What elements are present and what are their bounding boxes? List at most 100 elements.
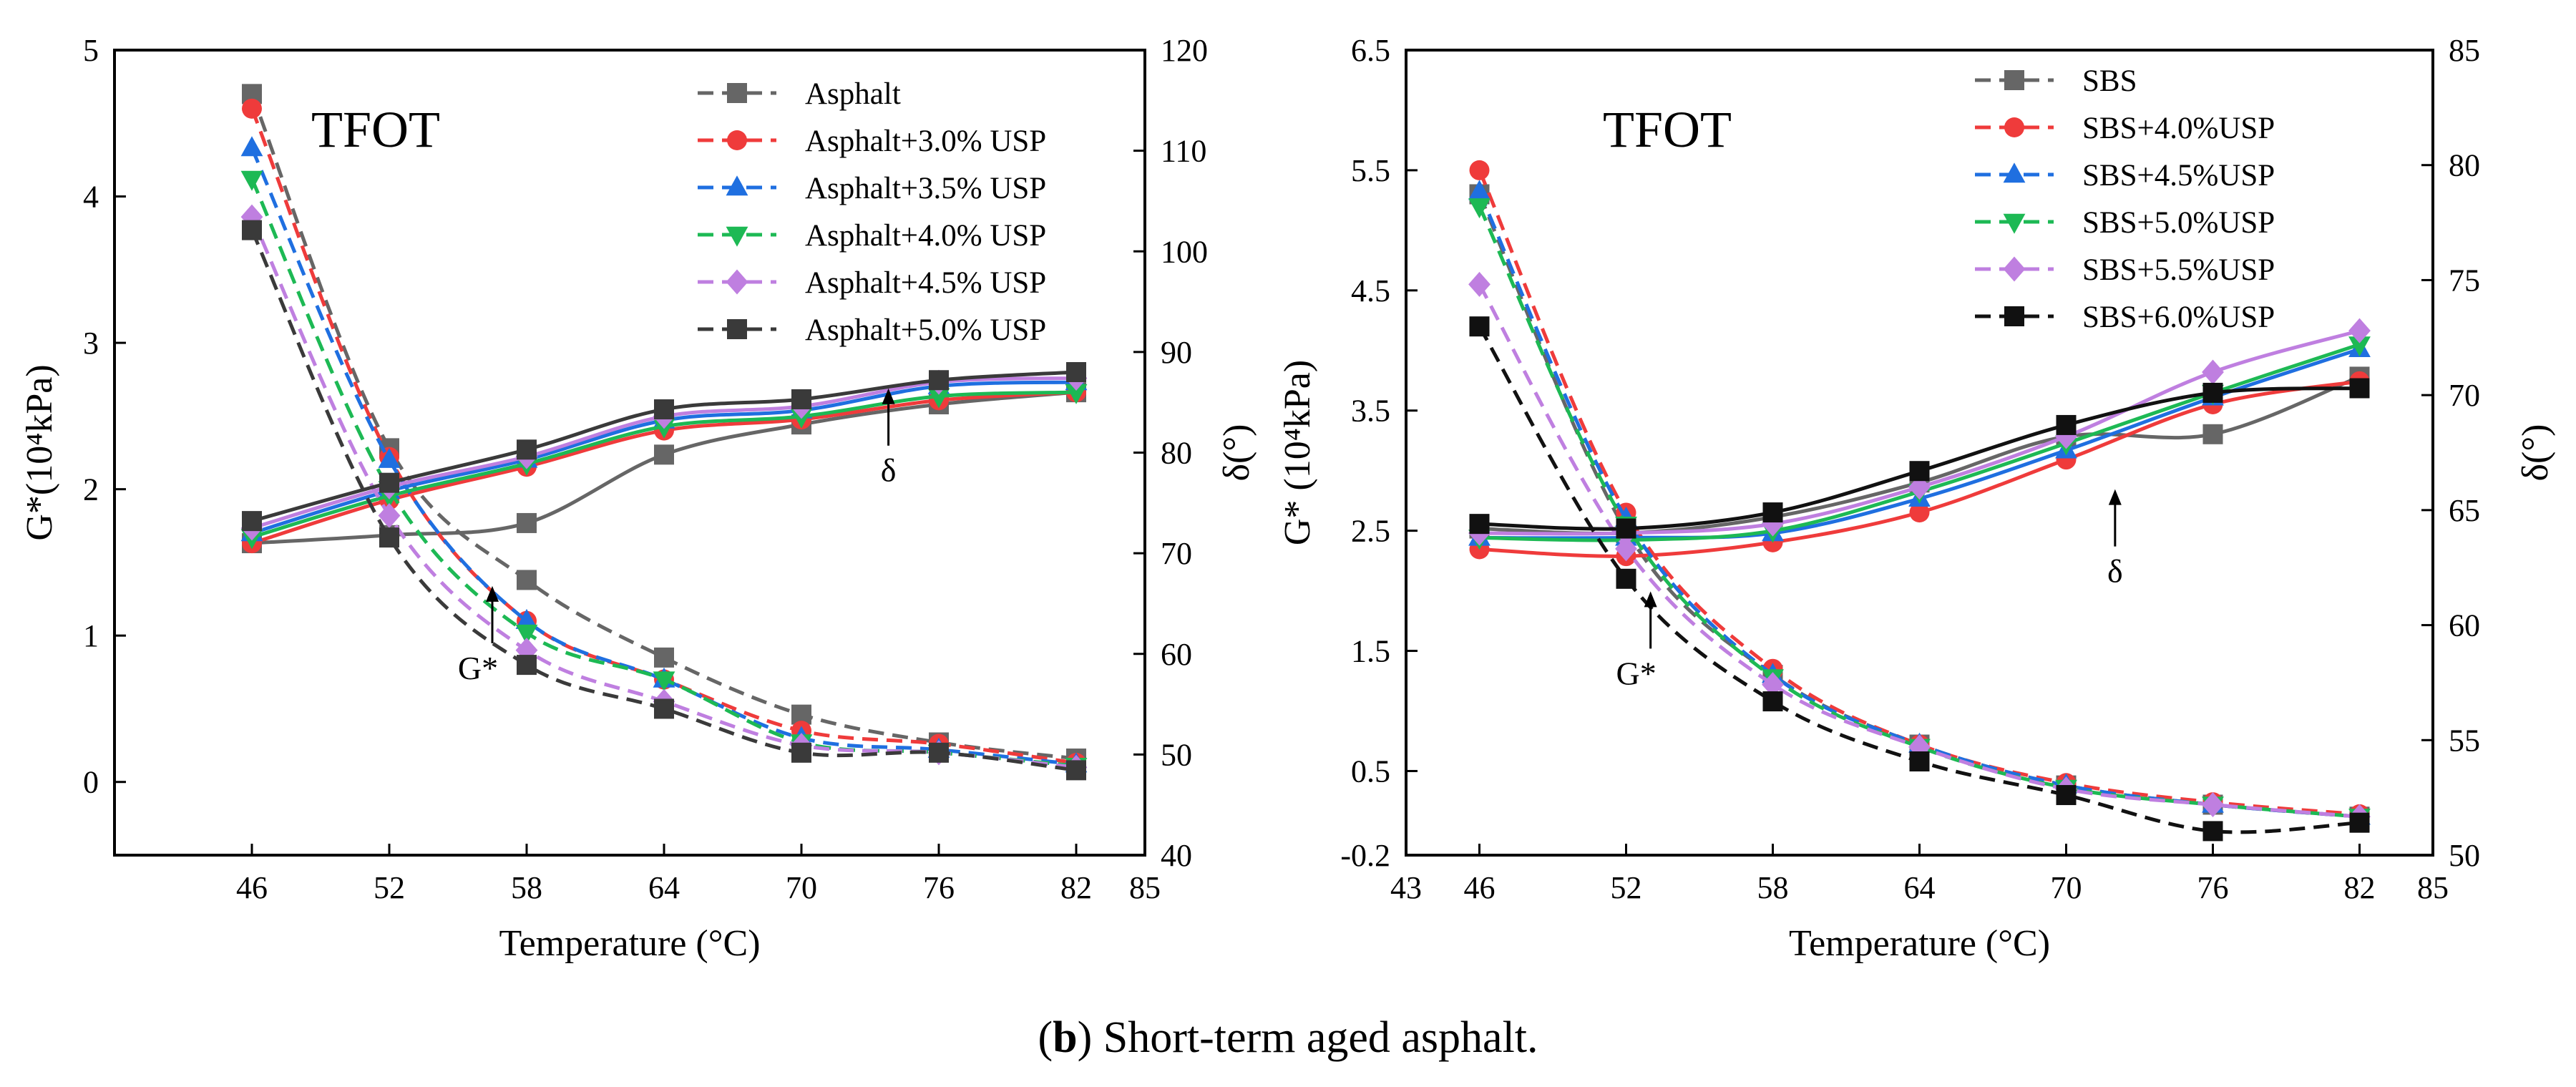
chart-1-series-4-delta-point — [1065, 384, 1088, 404]
chart-1-x-tick-label: 58 — [511, 870, 542, 905]
chart-2-legend-label: SBS+4.5%USP — [2082, 159, 2275, 192]
chart-1-legend-label: Asphalt+3.0% USP — [805, 125, 1046, 158]
chart-2-annotation-label: δ — [2107, 553, 2123, 590]
chart-2-series-6-delta-point — [1469, 514, 1490, 535]
chart-2-y2-tick-label: 55 — [2449, 723, 2480, 758]
chart-2-annotation-arrowhead — [1644, 591, 1657, 608]
chart-1: 46 52 58 64 70 76 82 85 0 1 2 3 4 5 40 50 60 70 80 90 100 110… — [19, 33, 1257, 964]
chart-1-series-1-delta-point — [654, 444, 674, 465]
chart-1-legend-marker — [726, 175, 748, 196]
chart-1-y2-tick-label: 50 — [1161, 737, 1192, 772]
chart-2-legend-label: SBS+4.0%USP — [2082, 112, 2275, 145]
chart-2-legend-marker — [2004, 70, 2024, 90]
chart-1-legend-label: Asphalt+3.5% USP — [805, 172, 1046, 205]
chart-2-legend-marker — [2004, 306, 2024, 326]
chart-1-legend-label: Asphalt — [805, 77, 901, 111]
chart-2-y-tick-label: 1.5 — [1351, 634, 1390, 669]
chart-1-x-tick-label: 52 — [374, 870, 405, 905]
chart-2-y2-tick-label: 85 — [2449, 33, 2480, 68]
chart-2-y2-axis-title: δ(°) — [2515, 424, 2556, 482]
chart-2-series-5-delta-point — [2348, 318, 2371, 343]
chart-1-annotation-arrowhead — [882, 388, 895, 404]
chart-1-x-tick-label: 46 — [236, 870, 268, 905]
chart-2-series-5-gstar-point — [1762, 672, 1784, 698]
chart-2-y-tick-label: 3.5 — [1351, 394, 1390, 429]
chart-1-y-tick-label: 3 — [83, 326, 99, 361]
chart-1-y-tick-label: 1 — [83, 618, 99, 653]
chart-1-series-6-gstar-point — [654, 698, 674, 719]
chart-1-series-2-gstar-line — [250, 107, 1077, 765]
chart-1-annotation-label: δ — [881, 452, 897, 489]
chart-2-x-tick-label: 76 — [2197, 870, 2229, 905]
chart-1-series-6-delta-point — [1066, 362, 1086, 382]
chart-1-series-6-delta-point — [242, 511, 262, 532]
chart-1-series-4-gstar-point — [515, 624, 538, 645]
chart-2-series-4-gstar-point — [1468, 198, 1491, 219]
chart-1-annotation-1: G* — [458, 585, 499, 686]
chart-1-series-3-gstar-point — [515, 608, 538, 629]
chart-2-legend-marker — [2004, 117, 2024, 137]
chart-1-series-6-gstar-point — [929, 742, 949, 763]
chart-1-x-tick-label: 82 — [1060, 870, 1092, 905]
chart-1-series-5-gstar-point — [240, 204, 263, 230]
chart-1-annotation-arrowhead — [486, 585, 499, 602]
chart-2-series-6-delta-point — [2056, 414, 2077, 435]
chart-1-series-6-delta-point — [379, 472, 399, 493]
chart-2-legend-label: SBS+5.5%USP — [2082, 253, 2275, 287]
chart-1-series-4-gstar-line — [250, 177, 1077, 768]
chart-2-series-5 — [1468, 271, 2371, 829]
chart-2-series-6-gstar-point — [1469, 316, 1490, 337]
chart-2-series-6-delta-point — [2202, 382, 2223, 403]
chart-1-legend-marker — [727, 130, 747, 150]
chart-1-y2-tick-label: 100 — [1161, 234, 1208, 269]
chart-2-x-tick-label: 85 — [2417, 870, 2449, 905]
chart-1-y2-tick-label: 70 — [1161, 536, 1192, 571]
chart-1-series-1-delta-point — [517, 512, 537, 533]
chart-2-series-2-delta-point — [1909, 502, 1930, 523]
chart-2-series-2-gstar-point — [1469, 160, 1490, 180]
chart-2-series-6-gstar-point — [1762, 691, 1783, 712]
chart-2-series-4-delta-point — [2348, 336, 2371, 357]
chart-1-y-tick-label: 4 — [83, 180, 99, 215]
chart-1-y2-tick-label: 120 — [1161, 33, 1208, 68]
chart-1-y2-tick-label: 90 — [1161, 335, 1192, 370]
chart-2-annotation-arrowhead — [2108, 489, 2122, 505]
chart-2-legend-label: SBS+6.0%USP — [2082, 301, 2275, 334]
chart-1-series-6-delta-point — [929, 370, 949, 391]
chart-1-x-tick-label: 64 — [648, 870, 680, 905]
chart-2-y2-tick-label: 65 — [2449, 493, 2480, 528]
chart-2-series-2-gstar-line — [1478, 169, 2360, 817]
chart-2-y2-tick-label: 80 — [2449, 148, 2480, 183]
chart-1-series-5-gstar-point — [378, 502, 401, 528]
chart-1-y-tick-label: 5 — [83, 33, 99, 68]
chart-2-x-tick-label: 46 — [1464, 870, 1496, 905]
figure-caption: (b) Short-term aged asphalt. — [1038, 1013, 1538, 1062]
chart-2-series-6-delta-point — [1616, 518, 1636, 539]
chart-1-legend-label: Asphalt+4.5% USP — [805, 266, 1046, 300]
chart-2-x-axis-title: Temperature (°C) — [1789, 923, 2050, 964]
chart-2-series-6-delta-point — [1909, 461, 1930, 482]
chart-1-series-6-delta-point — [791, 389, 811, 409]
chart-2-x-tick-label: 82 — [2344, 870, 2376, 905]
chart-2-x-tick-label: 70 — [2051, 870, 2082, 905]
chart-1-annotation-2: δ — [881, 388, 897, 489]
chart-1-series-3-gstar-point — [240, 136, 263, 157]
chart-1-title: TFOT — [311, 101, 440, 158]
chart-2-series-5-delta-point — [2202, 359, 2224, 385]
chart-2-y2-tick-label: 70 — [2449, 378, 2480, 413]
chart-1-legend-marker — [727, 319, 747, 339]
chart-1-y-tick-label: 0 — [83, 765, 99, 800]
chart-1-legend-label: Asphalt+4.0% USP — [805, 219, 1046, 253]
chart-1-series-6 — [242, 220, 1086, 781]
chart-2-annotation-1: G* — [1616, 591, 1657, 691]
chart-1-series-6-gstar-point — [791, 742, 811, 763]
chart-2-series-6-gstar-point — [2056, 785, 2077, 806]
chart-1-series-6-gstar-point — [379, 527, 399, 548]
chart-1-x-tick-label: 70 — [786, 870, 817, 905]
chart-1-series-6-gstar-point — [517, 655, 537, 676]
chart-2-x-tick-label: 58 — [1757, 870, 1789, 905]
chart-1-legend-marker — [727, 83, 747, 103]
chart-2-legend-marker — [2003, 213, 2026, 234]
chart-1-x-tick-label: 76 — [923, 870, 955, 905]
chart-2-series-5-gstar-point — [1468, 271, 1491, 297]
